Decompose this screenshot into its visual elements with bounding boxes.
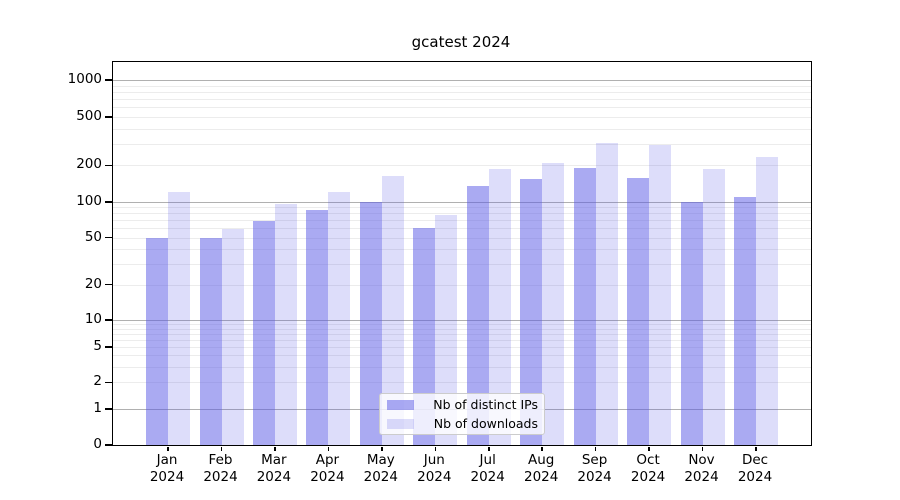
bar-distinct-ips	[466, 186, 489, 445]
bar-distinct-ips	[627, 178, 650, 445]
x-tick-mark	[594, 446, 597, 451]
x-tick-mark	[167, 446, 169, 451]
bar-downloads	[649, 145, 672, 445]
bar-distinct-ips	[573, 168, 596, 445]
bar-downloads	[595, 142, 618, 445]
legend-item-downloads: Nb of downloads	[387, 416, 538, 431]
x-tick-label: Feb 2024	[203, 452, 238, 485]
bar-downloads	[168, 192, 190, 445]
y-tick-mark	[104, 346, 112, 348]
x-tick-mark	[541, 446, 543, 451]
bar-downloads	[328, 192, 351, 445]
bar-downloads	[488, 168, 511, 445]
legend-label-distinct-ips: Nb of distinct IPs	[433, 397, 538, 412]
x-tick-mark	[381, 446, 383, 451]
y-tick-label: 2	[93, 373, 102, 390]
bar-downloads	[435, 214, 458, 445]
x-tick-label: Jan 2024	[149, 452, 185, 485]
legend: Nb of distinct IPs Nb of downloads	[379, 393, 545, 435]
y-tick-mark	[104, 381, 112, 383]
legend-swatch-distinct-ips	[387, 399, 414, 410]
y-tick-mark	[104, 201, 112, 203]
bar-distinct-ips	[199, 237, 222, 445]
x-tick-label: Apr 2024	[310, 452, 345, 485]
y-tick-mark	[104, 164, 112, 166]
y-tick-label: 1	[93, 400, 102, 416]
y-tick-label: 200	[76, 156, 102, 173]
y-tick-mark	[104, 79, 112, 81]
y-tick-mark	[104, 116, 112, 118]
plot-area	[104, 61, 812, 451]
x-tick-label: Sep 2024	[577, 452, 612, 485]
y-tick-label: 1000	[67, 71, 102, 87]
bar-downloads	[381, 175, 404, 445]
bar-downloads	[221, 229, 244, 445]
y-tick-label: 0	[93, 436, 102, 452]
x-tick-mark	[434, 446, 436, 451]
y-tick-mark	[104, 236, 112, 239]
y-tick-label: 500	[76, 107, 102, 124]
x-tick-label: Aug 2024	[524, 452, 559, 485]
bar-distinct-ips	[413, 228, 436, 445]
bar-distinct-ips	[359, 202, 382, 445]
y-tick-mark	[104, 444, 112, 446]
x-tick-mark	[327, 446, 330, 451]
bar-distinct-ips	[306, 209, 329, 445]
gridline-minor	[113, 128, 811, 130]
x-tick-mark	[648, 446, 650, 451]
legend-label-downloads: Nb of downloads	[433, 416, 538, 431]
gridline-minor	[113, 91, 811, 93]
bar-downloads	[756, 156, 778, 445]
chart-title: gcatest 2024	[411, 33, 511, 51]
y-tick-label: 100	[76, 193, 102, 209]
x-tick-mark	[220, 446, 223, 451]
x-tick-mark	[274, 446, 276, 451]
y-tick-label: 50	[84, 228, 102, 245]
gridline-major	[113, 80, 811, 81]
y-tick-mark	[104, 283, 112, 286]
x-tick-mark	[755, 446, 757, 451]
x-tick-label: Mar 2024	[256, 452, 292, 485]
bar-downloads	[542, 163, 565, 445]
bar-distinct-ips	[252, 221, 275, 445]
bar-distinct-ips	[146, 237, 168, 445]
gridline-minor	[113, 98, 811, 100]
bar-distinct-ips	[680, 202, 703, 445]
gridline-minor	[113, 116, 811, 118]
x-tick-label: Jul 2024	[470, 452, 505, 485]
x-tick-mark	[488, 446, 490, 451]
gridline-minor	[113, 85, 811, 87]
gridline-minor	[113, 143, 811, 145]
x-tick-mark	[701, 446, 704, 451]
y-tick-mark	[104, 319, 112, 321]
x-tick-label: Jun 2024	[417, 452, 452, 485]
bar-distinct-ips	[734, 196, 756, 445]
x-tick-label: Oct 2024	[630, 452, 666, 485]
legend-item-distinct-ips: Nb of distinct IPs	[387, 397, 538, 412]
x-tick-label: May 2024	[363, 452, 398, 485]
y-tick-label: 10	[84, 311, 102, 327]
y-tick-label: 20	[84, 275, 102, 292]
x-tick-label: Dec 2024	[737, 452, 773, 485]
y-tick-mark	[104, 408, 112, 410]
gridline-minor	[113, 165, 811, 167]
bar-downloads	[702, 169, 725, 445]
gridline-minor	[113, 107, 811, 109]
y-tick-label: 5	[93, 337, 102, 354]
x-tick-label: Nov 2024	[684, 452, 719, 485]
bar-distinct-ips	[520, 178, 543, 445]
legend-swatch-downloads	[387, 418, 414, 429]
bar-downloads	[274, 203, 297, 445]
